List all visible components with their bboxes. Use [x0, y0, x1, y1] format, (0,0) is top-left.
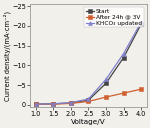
KHCO₃ updated — [105, 78, 107, 80]
Line: Start: Start — [34, 22, 143, 106]
Start — [35, 103, 36, 105]
After 24h @ 3V — [123, 92, 124, 94]
Line: KHCO₃ updated: KHCO₃ updated — [34, 20, 143, 106]
KHCO₃ updated — [70, 102, 72, 103]
Start — [140, 23, 142, 25]
KHCO₃ updated — [87, 98, 89, 100]
After 24h @ 3V — [70, 103, 72, 104]
Line: After 24h @ 3V: After 24h @ 3V — [34, 87, 143, 106]
After 24h @ 3V — [140, 88, 142, 90]
After 24h @ 3V — [52, 103, 54, 105]
Y-axis label: Current density/(mA·cm⁻²): Current density/(mA·cm⁻²) — [3, 10, 11, 101]
Legend: Start, After 24h @ 3V, KHCO₃ updated: Start, After 24h @ 3V, KHCO₃ updated — [84, 7, 144, 28]
KHCO₃ updated — [123, 53, 124, 54]
KHCO₃ updated — [35, 103, 36, 105]
KHCO₃ updated — [140, 21, 142, 23]
Start — [105, 82, 107, 84]
Start — [52, 103, 54, 105]
KHCO₃ updated — [52, 103, 54, 105]
After 24h @ 3V — [105, 96, 107, 98]
Start — [123, 57, 124, 58]
X-axis label: Voltage/V: Voltage/V — [71, 119, 106, 125]
Start — [70, 102, 72, 104]
Start — [87, 99, 89, 101]
After 24h @ 3V — [87, 101, 89, 102]
After 24h @ 3V — [35, 104, 36, 105]
